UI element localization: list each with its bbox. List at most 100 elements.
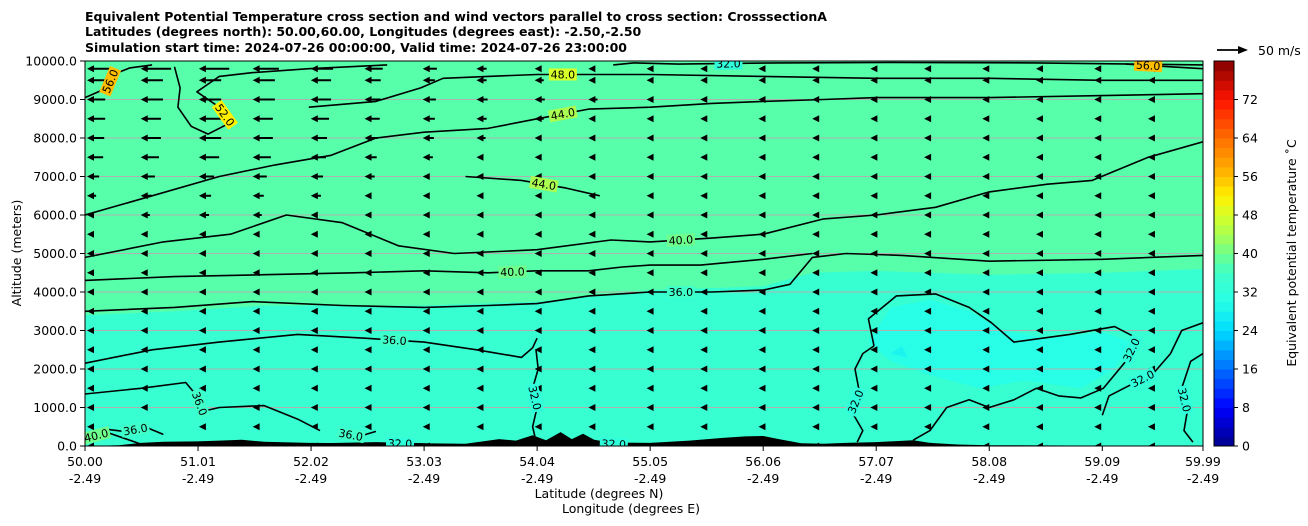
wind-arrow-head: [310, 173, 318, 180]
wind-arrow: [422, 115, 435, 123]
wind-arrow-head: [422, 423, 430, 431]
wind-arrow-head: [422, 96, 430, 103]
colorbar-swatch: [1214, 282, 1234, 293]
wind-arrow: [924, 307, 932, 315]
wind-arrow-head: [812, 230, 820, 238]
wind-arrow-head: [198, 65, 206, 73]
wind-arrow: [1147, 230, 1155, 238]
wind-arrow-head: [534, 269, 542, 277]
wind-arrow-head: [140, 76, 148, 84]
wind-arrow-head: [364, 250, 372, 257]
wind-arrow-head: [422, 65, 430, 73]
wind-arrow-head: [700, 288, 708, 296]
wind-arrow: [87, 288, 94, 296]
wind-arrow-head: [252, 65, 260, 73]
wind-arrow-head: [982, 404, 990, 411]
wind-arrow-head: [1147, 269, 1155, 277]
wind-arrow-head: [758, 115, 766, 123]
wind-arrow: [758, 134, 766, 142]
colorbar-swatch: [1214, 70, 1234, 81]
wind-arrow-head: [422, 211, 430, 219]
wind-arrow: [364, 365, 372, 373]
wind-arrow-head: [87, 346, 94, 354]
wind-arrow: [140, 115, 161, 123]
wind-arrow: [310, 288, 318, 296]
wind-arrow: [1205, 250, 1212, 257]
wind-arrow-head: [870, 115, 878, 123]
wind-arrow-head: [476, 115, 484, 123]
wind-arrow-head: [1094, 65, 1102, 73]
wind-arrow-head: [982, 307, 990, 315]
wind-arrow-head: [982, 173, 990, 180]
x-tick-label-lon: -2.49: [634, 471, 666, 486]
wind-arrow: [812, 250, 820, 257]
wind-arrow: [252, 250, 260, 257]
colorbar-swatch: [1214, 263, 1234, 274]
wind-arrow: [758, 423, 766, 431]
wind-arrow-head: [1147, 307, 1155, 315]
wind-arrow-head: [140, 288, 148, 296]
wind-arrow: [758, 404, 766, 411]
wind-arrow-head: [1147, 76, 1155, 84]
x-tick-label-lat: 56.06: [745, 454, 781, 469]
wind-arrow-head: [700, 423, 708, 431]
wind-arrow: [1094, 115, 1102, 123]
colorbar-swatch: [1214, 61, 1234, 72]
wind-arrow-head: [476, 423, 484, 431]
colorbar-swatch: [1214, 109, 1234, 120]
wind-arrow: [1147, 134, 1155, 142]
contour-label: 44.0: [531, 176, 557, 193]
wind-arrow: [87, 230, 94, 238]
wind-arrow: [588, 288, 596, 296]
x-tick-label-lon: -2.49: [295, 471, 327, 486]
wind-arrow: [198, 134, 222, 142]
colorbar-swatch: [1214, 292, 1234, 303]
wind-arrow-head: [476, 365, 484, 373]
wind-arrow-head: [700, 211, 708, 219]
wind-arrow: [588, 384, 596, 392]
wind-arrow: [646, 192, 654, 200]
wind-arrow: [87, 115, 106, 123]
contour-label-bg: [599, 437, 629, 446]
wind-arrow-head: [422, 250, 430, 257]
wind-arrow-head: [588, 115, 596, 123]
wind-arrow-head: [1036, 153, 1044, 161]
wind-arrow-head: [198, 288, 206, 296]
contour-label: 32.0: [1175, 387, 1193, 414]
wind-arrow: [364, 192, 372, 200]
wind-arrow-head: [310, 346, 318, 354]
wind-arrow-head: [588, 65, 596, 73]
wind-arrow-head: [812, 423, 820, 431]
wind-arrow-head: [758, 192, 766, 200]
wind-arrow-head: [87, 134, 94, 142]
wind-arrow-head: [87, 65, 94, 73]
wind-arrow-head: [1036, 307, 1044, 315]
colorbar-tick-label: 24: [1242, 323, 1258, 338]
wind-arrow: [1094, 153, 1102, 161]
wind-arrow: [1036, 153, 1044, 161]
wind-arrow: [812, 346, 820, 354]
colorbar-swatch: [1214, 311, 1234, 322]
wind-arrow-head: [140, 173, 148, 180]
wind-arrow: [364, 404, 372, 411]
wind-arrow-head: [422, 307, 430, 315]
colorbar-swatch: [1214, 176, 1234, 187]
wind-arrow-head: [1036, 76, 1044, 84]
wind-arrow-head: [1205, 327, 1212, 334]
wind-arrow-head: [364, 442, 372, 446]
colorbar-swatch: [1214, 166, 1234, 177]
wind-arrow: [1205, 269, 1212, 276]
wind-arrow-head: [1094, 76, 1102, 84]
wind-arrow: [87, 269, 94, 277]
wind-arrow-head: [1094, 230, 1102, 238]
wind-arrow-head: [1094, 192, 1102, 200]
wind-arrow: [870, 442, 878, 446]
wind-arrow: [812, 384, 820, 392]
wind-arrow: [140, 327, 148, 334]
wind-arrow: [758, 365, 766, 373]
wind-arrow-head: [364, 96, 372, 103]
wind-arrow-head: [364, 384, 372, 392]
wind-arrow-head: [1036, 134, 1044, 142]
wind-arrow: [982, 96, 990, 103]
wind-arrow-head: [870, 365, 878, 373]
